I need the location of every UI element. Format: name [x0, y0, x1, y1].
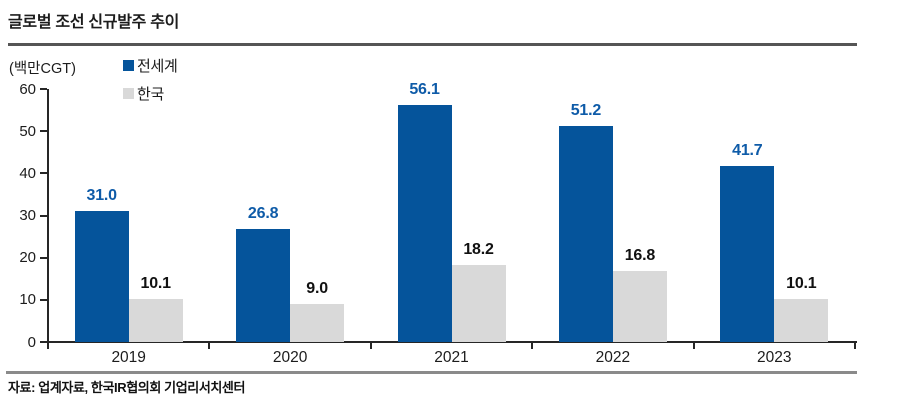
x-axis-line: [47, 341, 857, 343]
y-axis-tick-label: 40: [19, 164, 36, 182]
bar-korea-2021: [451, 265, 506, 342]
x-axis-category-label: 2022: [595, 349, 631, 366]
bar-value-korea-2020: 9.0: [306, 280, 328, 298]
y-axis-tick-label: 20: [19, 249, 36, 267]
bottom-divider: [6, 371, 857, 374]
bar-world-2023: [720, 166, 775, 342]
y-axis-line: [47, 89, 49, 343]
bar-value-world-2021: 56.1: [409, 81, 440, 99]
y-axis-tick: [40, 172, 47, 175]
legend-label-korea: 한국: [137, 85, 165, 103]
y-axis-tick: [40, 214, 47, 217]
bar-value-world-2019: 31.0: [86, 187, 118, 205]
bar-value-korea-2019: 10.1: [140, 275, 172, 293]
bar-world-2022: [558, 126, 613, 342]
x-axis-category-label: 2023: [757, 349, 792, 366]
y-axis-tick: [40, 88, 47, 90]
bar-value-korea-2023: 10.1: [786, 275, 817, 293]
bar-value-world-2023: 41.7: [732, 142, 763, 160]
x-axis-tick: [369, 343, 372, 349]
x-axis-category-label: 2019: [111, 349, 146, 366]
y-axis-tick-label: 0: [27, 333, 36, 351]
y-axis-tick-label: 60: [19, 80, 36, 98]
y-axis-tick-label: 50: [19, 122, 36, 140]
bar-korea-2020: [290, 304, 345, 342]
bar-value-korea-2022: 16.8: [624, 247, 656, 265]
x-axis-category-label: 2020: [272, 349, 308, 366]
title-divider: [8, 43, 857, 46]
x-axis-tick: [47, 343, 49, 349]
x-axis-tick: [531, 343, 534, 349]
legend-label-world: 전세계: [137, 57, 178, 75]
bar-value-world-2022: 51.2: [570, 102, 602, 120]
y-axis-tick: [40, 341, 47, 343]
y-axis-tick: [40, 130, 47, 133]
legend-item-world: 전세계: [123, 57, 178, 75]
bar-value-korea-2021: 18.2: [463, 241, 494, 259]
y-axis-tick-label: 10: [19, 291, 36, 309]
y-axis-tick: [40, 298, 47, 301]
source-note: 자료: 업계자료, 한국IR협의회 기업리서치센터: [8, 380, 246, 395]
x-axis-tick: [854, 343, 856, 349]
y-axis-tick: [40, 256, 47, 259]
x-axis-tick: [208, 343, 211, 349]
bar-korea-2023: [774, 299, 829, 342]
x-axis-tick: [692, 343, 695, 349]
bar-value-world-2020: 26.8: [247, 204, 279, 222]
bar-world-2020: [236, 228, 291, 342]
bar-korea-2019: [128, 299, 183, 342]
y-axis-tick-label: 30: [19, 207, 36, 224]
y-axis-unit-label: (백만CGT): [9, 61, 76, 77]
x-axis-category-label: 2021: [434, 349, 469, 366]
bar-world-2019: [74, 211, 129, 342]
page-title: 글로벌 조선 신규발주 추이: [8, 14, 180, 31]
legend: 전세계 한국: [123, 57, 178, 113]
bar-world-2021: [397, 105, 452, 342]
legend-item-korea: 한국: [123, 85, 178, 103]
bar-korea-2022: [612, 271, 667, 342]
legend-swatch-world-icon: [123, 59, 134, 71]
legend-swatch-korea-icon: [123, 87, 134, 99]
